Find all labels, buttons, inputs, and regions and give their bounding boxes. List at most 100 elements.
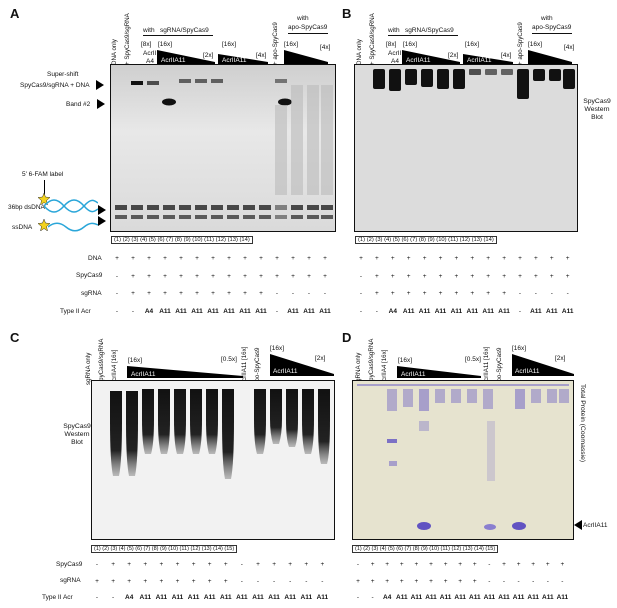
a-cell-r0-c9: +: [259, 255, 263, 262]
a-cell-r3-c13: A11: [319, 307, 331, 315]
a-cell-r2-c7: +: [227, 290, 231, 297]
a-header-16x: [16x]: [158, 41, 173, 48]
c-lane-numbers: (1) (2) (3) (4) (5) (6) (7) (8) (9) (10)…: [91, 545, 238, 553]
d-triangle-2: [512, 354, 574, 376]
a-header-8x: [8x]: [141, 41, 152, 48]
d-cell-r2-c0: -: [356, 594, 360, 601]
a-cell-r0-c5: +: [195, 255, 199, 262]
b-cell-r0-c13: +: [565, 255, 570, 262]
d-cell-r0-c8: +: [472, 561, 477, 568]
a-cell-r1-c6: +: [211, 272, 215, 280]
c-cell-r1-c1: +: [111, 577, 115, 585]
a-cell-r3-c9: A11: [255, 307, 267, 315]
c-cell-r1-c6: +: [191, 577, 196, 585]
b-cell-r2-c2: +: [390, 290, 395, 297]
c-cell-r0-c3: +: [143, 561, 148, 568]
c-cell-r1-c4: +: [159, 577, 164, 585]
c-cell-r2-c12: A11: [284, 594, 296, 601]
a-cell-r2-c10: -: [275, 290, 279, 297]
d-gel-bands: [357, 384, 569, 530]
c-cell-r0-c10: +: [256, 561, 260, 568]
b-cell-r0-c10: +: [518, 255, 522, 262]
b-cell-r1-c0: -: [359, 272, 363, 280]
d-cell-r1-c3: +: [399, 577, 404, 585]
c-row-label-sgrna: sgRNA: [60, 577, 81, 584]
a-cell-r2-c0: -: [115, 290, 119, 297]
a-cell-r1-c3: +: [163, 272, 167, 280]
c-cell-r0-c1: +: [111, 561, 115, 568]
d-cell-r0-c7: +: [458, 561, 463, 568]
d-cell-r2-c9: A11: [483, 594, 496, 601]
b-cell-r3-c3: A11: [402, 307, 415, 315]
b-triangle-3: [528, 50, 572, 64]
c-cell-r2-c5: A11: [171, 594, 184, 601]
d-cell-r0-c9: -: [488, 561, 491, 568]
star-icon: [38, 219, 50, 231]
c-cell-r1-c9: -: [240, 577, 243, 585]
c-cell-r2-c3: A11: [139, 594, 152, 601]
a-header-with-2: with: [297, 15, 309, 22]
a-annot-fam-arrow: [44, 180, 45, 195]
c-cell-r0-c8: +: [223, 561, 228, 568]
a-cell-r3-c8: A11: [239, 307, 251, 315]
c-cell-r1-c3: +: [143, 577, 148, 585]
a-cell-r3-c11: A11: [287, 307, 299, 315]
b-cell-r2-c3: +: [406, 290, 411, 297]
c-cell-r1-c8: +: [223, 577, 228, 585]
a-cell-r1-c10: +: [275, 272, 279, 280]
c-cell-r2-c9: A11: [236, 594, 248, 601]
c-cell-r1-c13: -: [305, 577, 308, 585]
a-cell-r3-c5: A11: [191, 307, 203, 315]
c-cell-r0-c6: +: [191, 561, 196, 568]
b-cell-r2-c10: -: [518, 290, 522, 297]
d-gel-image: [352, 380, 574, 540]
d-header-acriia11: AcrIIA11: [401, 371, 426, 378]
d-cell-r2-c3: A11: [396, 594, 408, 601]
b-cell-r1-c13: +: [565, 272, 570, 280]
a-cell-r1-c4: +: [179, 272, 183, 280]
b-header-2x: [2x]: [448, 52, 459, 59]
b-header-acrii: AcrII: [388, 50, 402, 57]
a-cell-r2-c4: +: [179, 290, 183, 297]
c-header-spycas9-sgrna: SpyCas9/sgRNA: [98, 338, 105, 385]
a-header-acriia11-b: AcrIIA11: [222, 57, 247, 64]
c-cell-r2-c8: A11: [220, 594, 232, 601]
a-header-a4: A4: [146, 58, 154, 65]
b-cell-r0-c9: +: [502, 255, 506, 262]
a-annot-fam: 5' 6-FAM label: [22, 171, 64, 178]
a-cell-r1-c8: +: [243, 272, 247, 280]
a-annot-supershift: Super-shift: [47, 71, 79, 78]
d-header-2x: [2x]: [555, 355, 566, 362]
d-cell-r1-c7: +: [458, 577, 463, 585]
c-cell-r2-c2: A4: [125, 594, 134, 601]
panel-c-label: C: [10, 330, 20, 345]
c-cell-r1-c5: +: [175, 577, 180, 585]
c-cell-r0-c12: +: [288, 561, 293, 568]
b-cell-r3-c12: A11: [546, 307, 558, 315]
b-lane-numbers: (1) (2) (3) (4) (5) (6) (7) (8) (9) (10)…: [355, 236, 497, 244]
b-cell-r2-c13: -: [566, 290, 569, 297]
c-side-label: SpyCas9 Western Blot: [62, 423, 92, 447]
c-cell-r0-c14: +: [320, 561, 325, 568]
c-cell-r0-c5: +: [175, 561, 180, 568]
a-cell-r3-c0: -: [115, 307, 119, 315]
a-cell-r0-c0: +: [115, 255, 119, 262]
dsdna-helix-icon: [44, 199, 98, 213]
b-cell-r3-c11: A11: [530, 307, 542, 315]
b-cell-r1-c5: +: [438, 272, 443, 280]
b-cell-r2-c12: -: [550, 290, 553, 297]
a-arrow-band2: [97, 99, 105, 109]
d-header-acriia11-b: AcrIIA11: [515, 368, 540, 375]
c-row-label-spycas9: SpyCas9: [56, 561, 83, 568]
b-cell-r0-c6: +: [454, 255, 459, 262]
a-gel-bands: [115, 79, 333, 219]
d-cell-r0-c0: -: [356, 561, 360, 568]
a-header-16x-c: [16x]: [284, 41, 299, 48]
d-cell-r1-c5: +: [429, 577, 433, 585]
b-triangle-2: [463, 54, 513, 64]
d-cell-r2-c5: A11: [425, 594, 437, 601]
a-row-label-dna: DNA: [88, 255, 102, 262]
d-cell-r0-c2: +: [385, 561, 390, 568]
c-gel-bands: [110, 389, 330, 479]
d-cell-r0-c1: +: [370, 561, 375, 568]
